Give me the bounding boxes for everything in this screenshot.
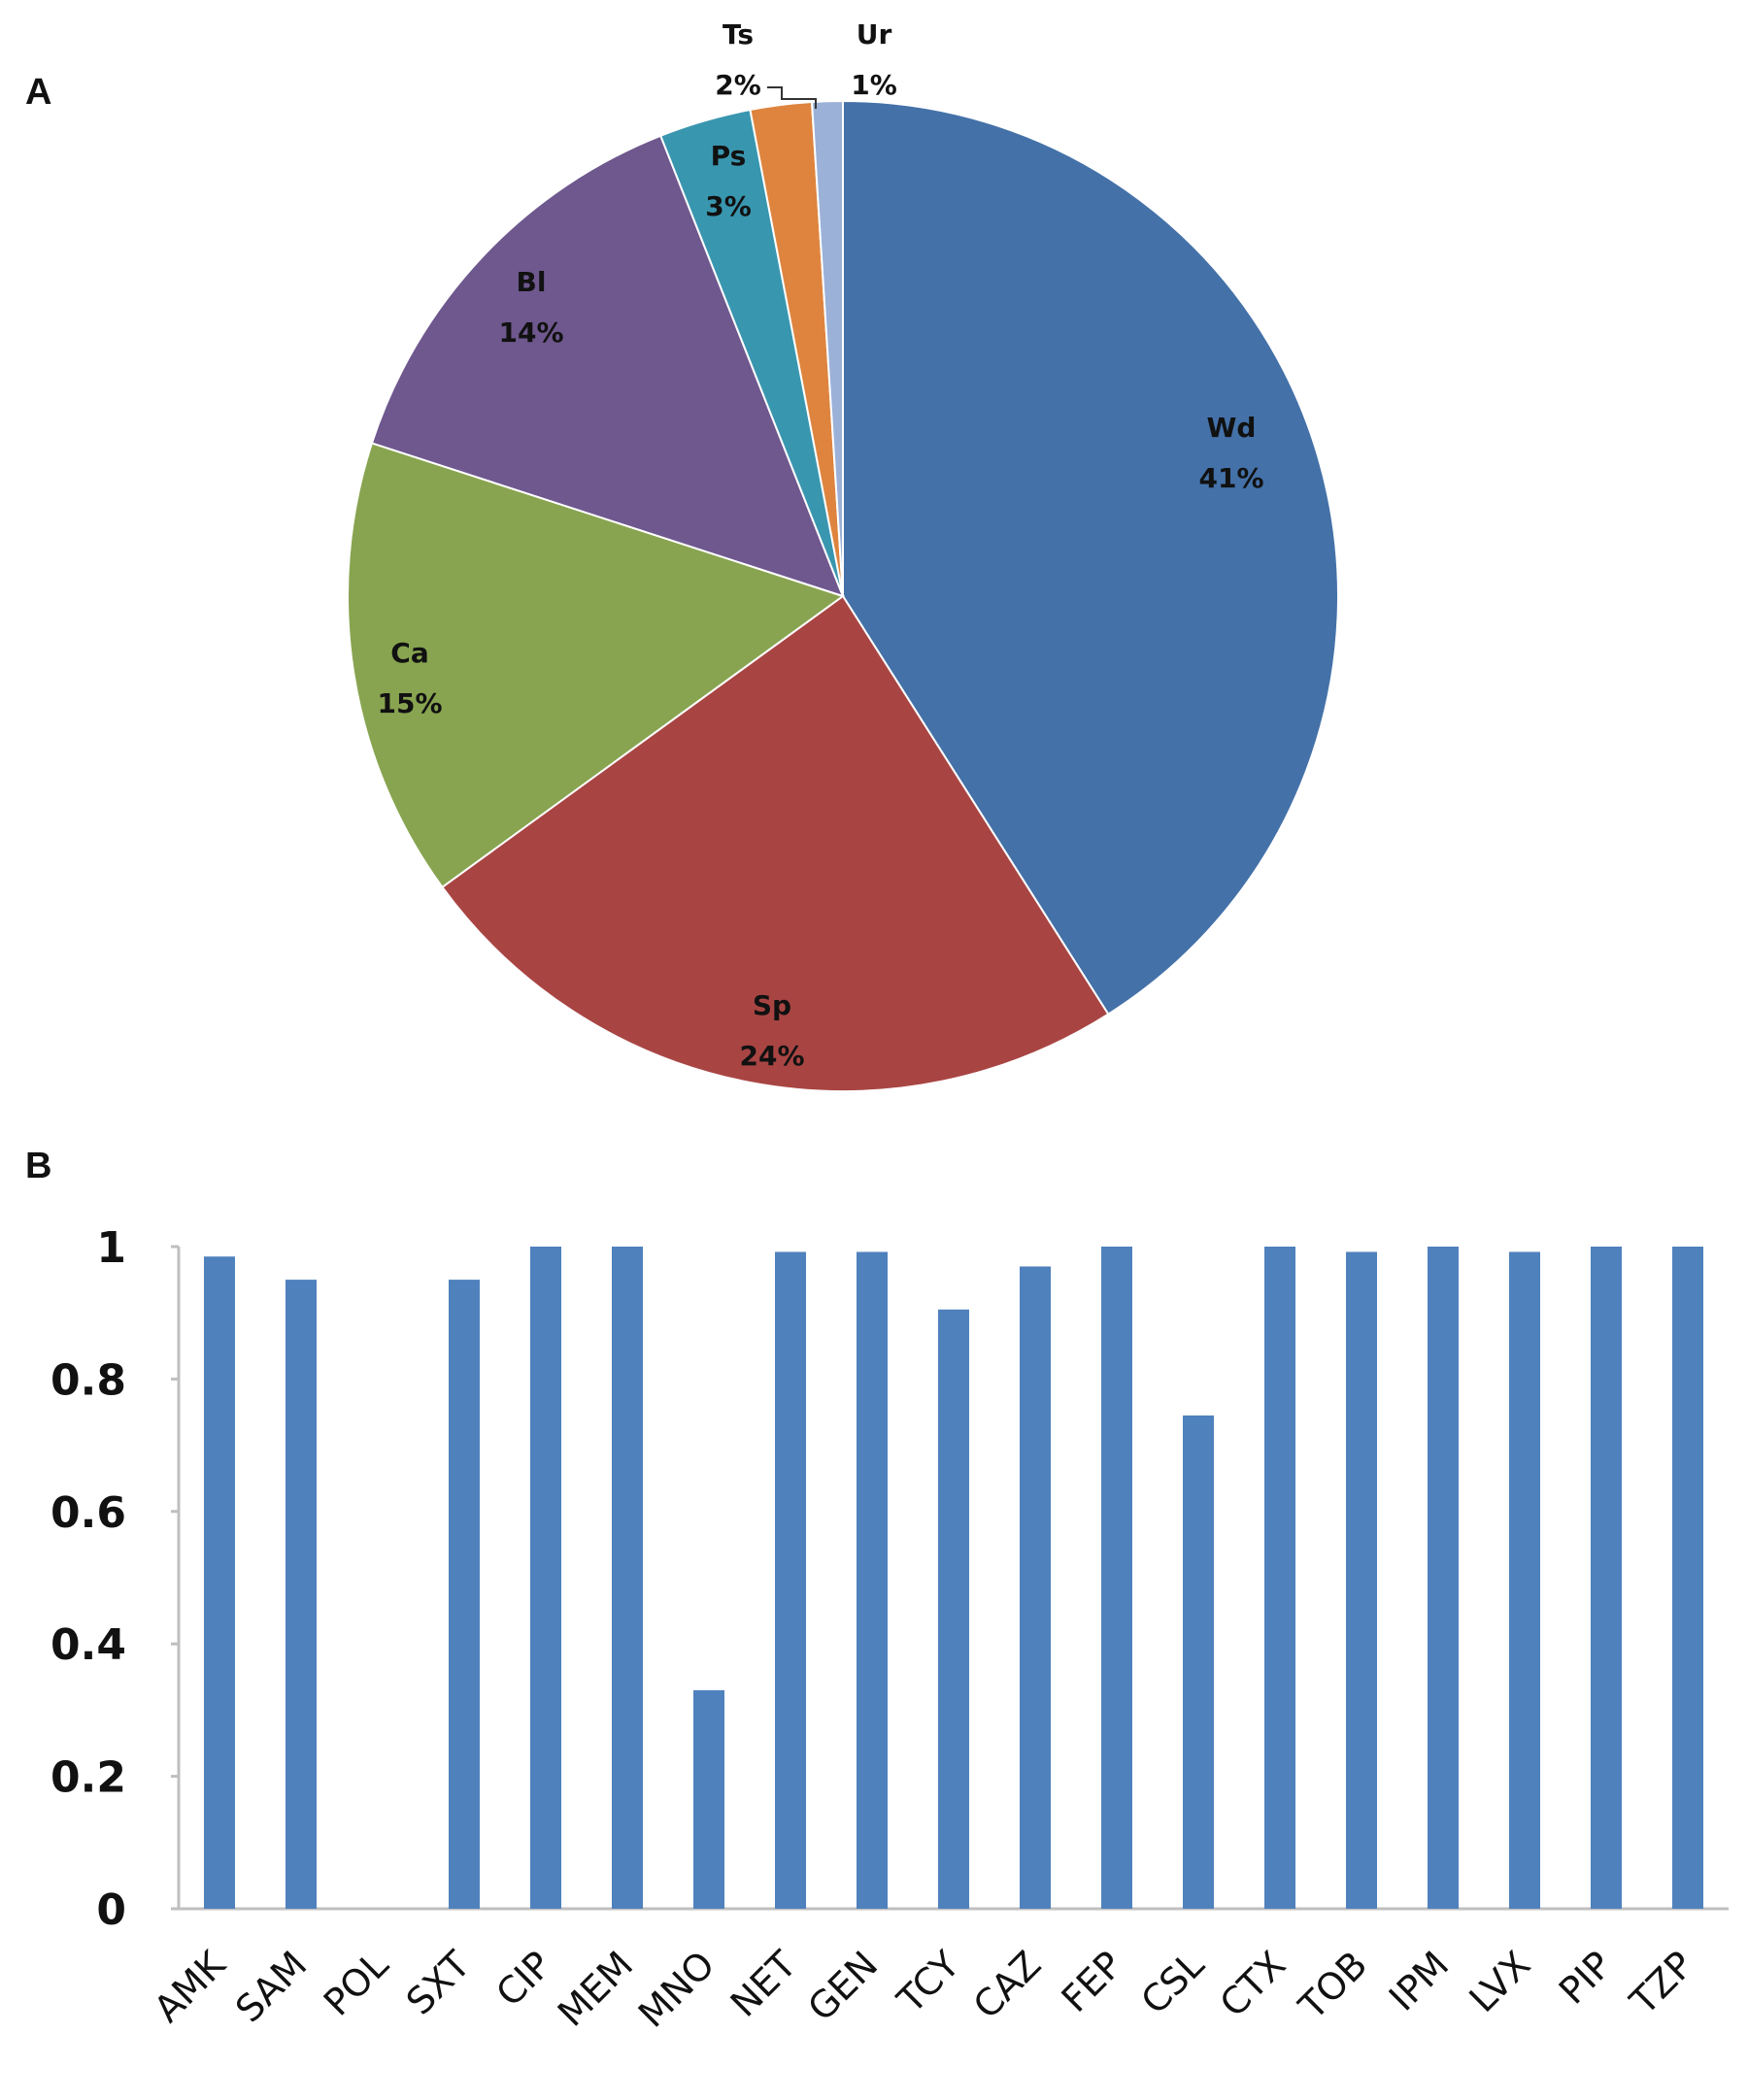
x-tick-label-tob: TOB: [1291, 1943, 1376, 2028]
bar-sxt: [449, 1280, 480, 1909]
slice-name-ts: Ts: [723, 18, 754, 50]
slice-percent-ur: 1%: [851, 69, 897, 101]
slice-percent-wd: 41%: [1198, 462, 1263, 494]
pie-chart: Wd 41% Sp 24% Ca 15% Bl 14% Ps 3% Ts 2% Ur 1%: [347, 18, 1339, 1092]
slice-percent-ca: 15%: [377, 687, 442, 719]
slice-name-sp: Sp: [753, 989, 791, 1021]
x-tick-label-amk: AMK: [146, 1942, 234, 2030]
x-tick-label-ipm: IPM: [1381, 1943, 1457, 2018]
pie-slice-ca: [347, 442, 846, 889]
pie-slice-sp: [441, 594, 1110, 1092]
bar-amk: [204, 1256, 235, 1909]
panel-label-b: B: [25, 1146, 52, 1186]
x-tick-label-tzp: TZP: [1622, 1943, 1702, 2023]
x-tick-label-mem: MEM: [550, 1943, 641, 2034]
y-tick-label: 0.8: [50, 1355, 126, 1405]
slice-percent-ps: 3%: [705, 190, 752, 222]
bar-pip: [1591, 1247, 1622, 1909]
x-tick-label-pol: POL: [316, 1943, 396, 2023]
x-tick-label-caz: CAZ: [965, 1943, 1050, 2027]
bar-mno: [693, 1689, 724, 1909]
x-tick-label-ctx: CTX: [1212, 1943, 1294, 2025]
x-tick-label-pip: PIP: [1551, 1943, 1620, 2012]
bar-tob: [1346, 1251, 1377, 1909]
bar-lvx: [1509, 1251, 1540, 1909]
x-tick-label-mno: MNO: [630, 1943, 723, 2036]
ts-leader-line: [767, 86, 817, 109]
pie-slice-wd: [842, 99, 1339, 1016]
pie-slice-bl: [370, 134, 845, 598]
slice-name-bl: Bl: [517, 266, 547, 298]
bar-ctx: [1264, 1247, 1295, 1909]
bar-cip: [530, 1247, 561, 1909]
bar-ipm: [1428, 1247, 1459, 1909]
bar-gen: [857, 1251, 888, 1909]
x-tick-label-sam: SAM: [227, 1943, 315, 2030]
bar-tzp: [1672, 1247, 1703, 1909]
x-tick-label-net: NET: [723, 1943, 805, 2025]
bar-net: [775, 1251, 806, 1909]
x-tick-label-gen: GEN: [799, 1943, 886, 2029]
panel-label-a: A: [25, 72, 52, 113]
pie-slice-ur: [810, 99, 844, 597]
bar-csl: [1183, 1415, 1214, 1909]
x-tick-label-fep: FEP: [1054, 1943, 1131, 2020]
bar-caz: [1020, 1266, 1051, 1909]
slice-percent-bl: 14%: [498, 317, 563, 349]
y-tick-label: 0.4: [50, 1620, 126, 1670]
slice-name-ps: Ps: [711, 140, 747, 172]
y-tick-label: 0.6: [50, 1488, 126, 1538]
slice-name-wd: Wd: [1207, 412, 1257, 444]
x-tick-label-csl: CSL: [1132, 1943, 1212, 2022]
y-tick-label: 1: [96, 1223, 126, 1273]
bar-fep: [1101, 1247, 1132, 1909]
slice-name-ur: Ur: [857, 18, 892, 50]
x-tick-label-lvx: LVX: [1461, 1943, 1538, 2020]
x-tick-label-tcy: TCY: [889, 1943, 968, 2022]
y-tick-label: 0.2: [50, 1753, 126, 1803]
y-tick-label: 0: [96, 1885, 126, 1935]
bar-sam: [286, 1280, 317, 1909]
slice-percent-ts: 2%: [715, 69, 761, 101]
slice-name-ca: Ca: [390, 637, 428, 669]
slice-percent-sp: 24%: [739, 1040, 804, 1072]
x-tick-label-sxt: SXT: [398, 1943, 479, 2023]
bar-tcy: [938, 1309, 969, 1909]
bar-mem: [612, 1247, 643, 1909]
